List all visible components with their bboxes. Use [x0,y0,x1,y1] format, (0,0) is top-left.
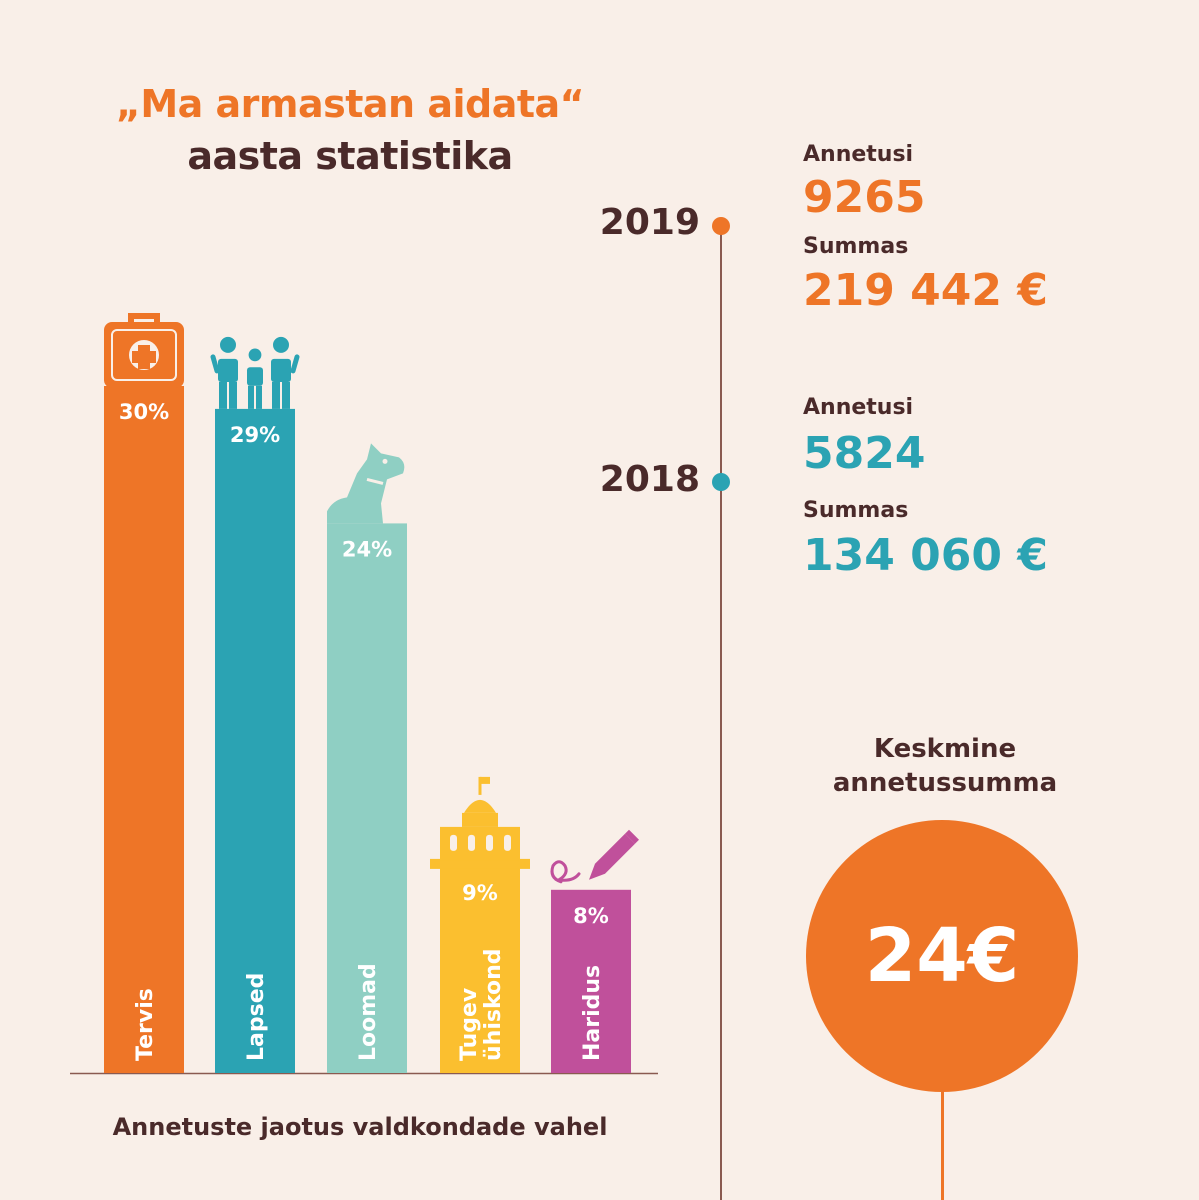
donations-value-2018: 5824 [803,428,926,479]
bar [440,866,520,1073]
donations-label-2019: Annetusi [803,142,914,167]
arms [210,354,300,374]
sum-value-2018: 134 060 € [803,530,1048,581]
kit-handle [128,313,160,324]
bar [104,386,184,1073]
tower-window [504,834,511,851]
page-title: „Ma armastan aidata“ [115,82,585,126]
bar-chart: 30% Tervis 29% Lapsed 24% Loomad 9% Tugev ühisko… [70,313,658,1075]
donations-label-2018: Annetusi [803,395,914,420]
family-icon [210,336,300,409]
data-label: 8% [573,904,609,928]
dog-collar [366,477,384,485]
donations-value-2019: 9265 [803,172,926,223]
year-2019: 2019 [599,202,700,243]
kit-cross [132,345,156,369]
chart-caption: Annetuste jaotus valdkondade vahel [112,1113,608,1141]
person-head [248,348,262,362]
sum-value-2019: 219 442 € [803,265,1048,316]
first-aid-kit-icon [104,313,184,388]
bar [551,889,631,1073]
person-leg [219,382,227,409]
year-2018: 2018 [599,459,700,500]
tower-icon [430,776,530,869]
data-label: 24% [342,537,392,561]
bar [327,523,407,1073]
person-torso [247,367,263,386]
person-head [220,336,236,353]
person-leg [282,382,290,409]
pen-cap [625,829,639,844]
tower-window [468,834,475,851]
bar [215,408,295,1073]
kit-inner [111,329,177,381]
sum-label-2019: Summas [803,234,909,259]
average-value: 24€ [864,913,1020,999]
tick-label: Lapsed [244,973,269,1061]
person-leg [256,385,262,409]
pen-scribble [550,860,581,884]
tower-dome [464,799,496,813]
person-leg [229,382,237,409]
average-stem [941,1090,944,1200]
tick-label: Tervis [133,988,158,1061]
person-head [273,336,289,353]
pen-icon [550,829,639,884]
timeline-dot-2018 [712,473,730,491]
person-torso [218,358,238,382]
bar-group: 24% Loomad [327,523,407,1073]
timeline-dot-2019 [712,217,730,235]
tower-window [486,834,493,851]
pen-body [589,833,635,880]
tick-label: Haridus [580,965,605,1061]
data-label: 30% [119,400,169,424]
average-label-line2: annetussumma [832,768,1058,798]
person-leg [248,385,254,409]
person-torso [271,358,291,382]
sum-label-2018: Summas [803,498,909,523]
bar-group: 29% Lapsed [215,408,295,1073]
dog-eye [382,458,388,464]
person-leg [272,382,280,409]
tower-drum [462,812,498,827]
bar-group: 30% Tervis [104,386,184,1073]
page-subtitle: aasta statistika [187,134,513,178]
tower-window [450,834,457,851]
tick-label: Loomad [356,963,381,1061]
tower-ledge [430,858,530,869]
average-label-line1: Keskmine [873,734,1017,764]
bar-group: 8% Haridus [551,889,631,1073]
data-label: 9% [462,881,498,905]
data-label: 29% [230,423,280,447]
tick-label: ühiskond [481,948,506,1061]
bar-group: 9% Tugev ühiskond [440,866,520,1073]
dog-icon [327,443,405,524]
tower-flag [480,776,490,784]
average-circle: 24€ [806,820,1078,1092]
average-label: Keskmine annetussumma [800,732,1090,800]
tick-label: Tugev [457,987,482,1061]
